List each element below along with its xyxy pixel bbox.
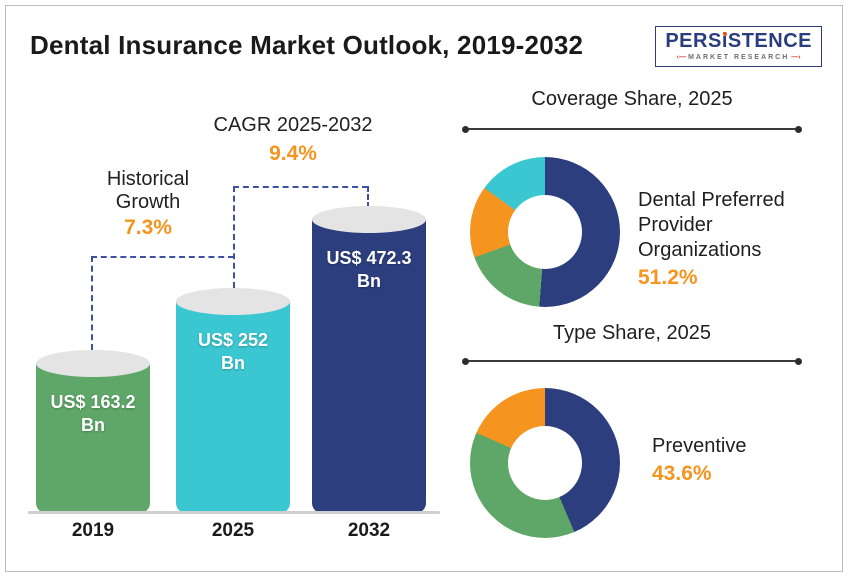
logo-name-part1: PERS (665, 30, 722, 52)
dotted-end-line (462, 357, 802, 365)
bar-2019: US$ 163.2 Bn (36, 350, 150, 513)
x-label-2019: 2019 (71, 520, 115, 541)
page-title: Dental Insurance Market Outlook, 2019-20… (30, 30, 584, 60)
bar-2032: US$ 472.3 Bn (312, 206, 426, 513)
logo-name-part2: STENCE (727, 30, 812, 52)
x-label-2025: 2025 (211, 520, 255, 541)
bar-value-label: US$ 252 Bn (176, 329, 290, 376)
dashed-connector (233, 186, 235, 288)
historical-growth-label: Historical Growth (106, 168, 190, 213)
bar-value-label: US$ 163.2 Bn (36, 391, 150, 438)
bar-value-line2: Bn (357, 271, 381, 292)
dashed-connector (91, 256, 93, 350)
coverage-share-callout-label: Dental Preferred Provider Organizations (638, 189, 785, 261)
dashed-connector (91, 256, 234, 258)
bar-top-ellipse (36, 350, 150, 377)
type-share-donut (470, 388, 620, 538)
bar-top-ellipse (176, 288, 290, 315)
bar-value-line1: US$ 252 (197, 330, 269, 350)
coverage-share-callout: Dental Preferred Provider Organizations … (638, 188, 823, 291)
bar-top-ellipse (312, 206, 426, 233)
bar-value-line2: Bn (81, 415, 105, 436)
donut-hole (508, 426, 582, 500)
bar-2025: US$ 252 Bn (176, 288, 290, 513)
coverage-share-title: Coverage Share, 2025 (531, 88, 733, 110)
logo-i-letter: i (721, 30, 728, 52)
persistence-logo: PERSiSTENCE MARKET RESEARCH (655, 26, 822, 67)
bar-value-label: US$ 472.3 Bn (312, 247, 426, 294)
logo-name: PERSiSTENCE (665, 31, 812, 51)
dashed-connector (233, 186, 368, 188)
dotted-end-line (462, 125, 802, 133)
cagr-label: CAGR 2025-2032 (213, 114, 373, 136)
type-share-callout-value: 43.6% (652, 462, 712, 485)
donut-hole (508, 195, 582, 269)
coverage-share-callout-value: 51.2% (638, 266, 698, 289)
type-share-title: Type Share, 2025 (553, 322, 711, 344)
historical-growth-value: 7.3% (124, 216, 172, 239)
type-share-callout-label: Preventive (652, 435, 747, 457)
type-share-callout: Preventive 43.6% (652, 434, 822, 487)
dashed-connector (367, 186, 369, 208)
x-axis-line (28, 511, 440, 514)
logo-tagline: MARKET RESEARCH (665, 54, 812, 61)
cagr-value: 9.4% (269, 142, 317, 165)
coverage-share-donut (470, 157, 620, 307)
bar-value-line2: Bn (221, 353, 245, 374)
bar-value-line1: US$ 472.3 (326, 248, 412, 268)
bar-value-line1: US$ 163.2 (50, 392, 136, 412)
x-label-2032: 2032 (347, 520, 391, 541)
